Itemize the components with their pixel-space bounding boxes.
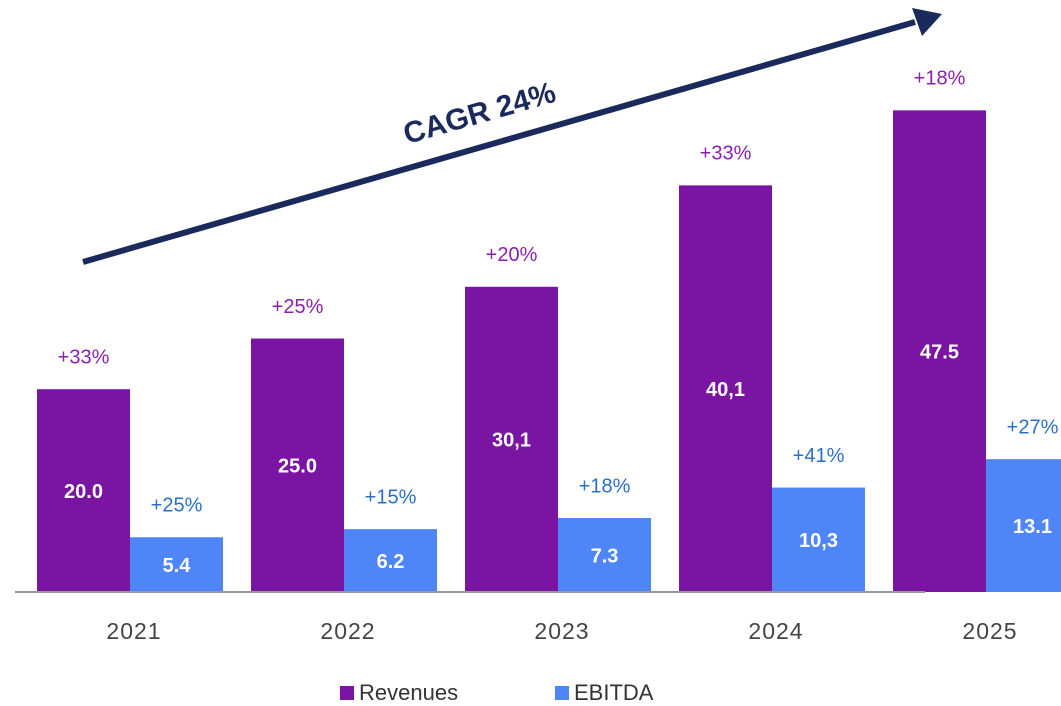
value-label: 7.3 [591, 545, 619, 567]
bar [772, 487, 865, 592]
cagr-label: CAGR 24% [400, 76, 560, 151]
value-label: 20.0 [64, 481, 103, 503]
growth-label: +15% [365, 486, 417, 508]
x-tick-label: 2023 [534, 618, 589, 644]
bar [986, 459, 1061, 592]
growth-label: +18% [914, 68, 966, 90]
value-label: 13.1 [1013, 516, 1052, 538]
bar [251, 338, 344, 592]
bar [344, 529, 437, 592]
growth-label: +25% [272, 296, 324, 318]
bar [679, 185, 772, 593]
growth-label: +18% [579, 475, 631, 497]
value-label: 30,1 [492, 430, 531, 452]
growth-label: +27% [1007, 416, 1059, 438]
bar [130, 537, 223, 592]
cagr-arrow-line [82, 19, 916, 265]
value-label: 5.4 [163, 555, 192, 577]
value-label: 25.0 [278, 456, 317, 478]
x-tick-label: 2022 [320, 618, 375, 644]
growth-label: +33% [58, 346, 110, 368]
x-tick-label: 2025 [962, 618, 1017, 644]
cagr-arrow-head [912, 8, 942, 36]
growth-label: +33% [700, 143, 752, 165]
growth-label: +25% [151, 495, 203, 517]
bar [893, 110, 986, 592]
x-tick-label: 2024 [748, 618, 803, 644]
growth-label: +41% [793, 445, 845, 467]
legend-label: EBITDA [574, 680, 654, 705]
value-label: 10,3 [799, 530, 838, 552]
legend-swatch [340, 686, 354, 700]
x-tick-label: 2021 [106, 618, 161, 644]
value-label: 40,1 [706, 379, 745, 401]
value-label: 47.5 [920, 341, 959, 363]
value-label: 6.2 [377, 551, 405, 573]
growth-label: +20% [486, 244, 538, 266]
bar [558, 517, 651, 592]
bar [37, 389, 130, 592]
legend-swatch [555, 686, 569, 700]
legend-label: Revenues [359, 680, 458, 705]
bar [465, 286, 558, 592]
